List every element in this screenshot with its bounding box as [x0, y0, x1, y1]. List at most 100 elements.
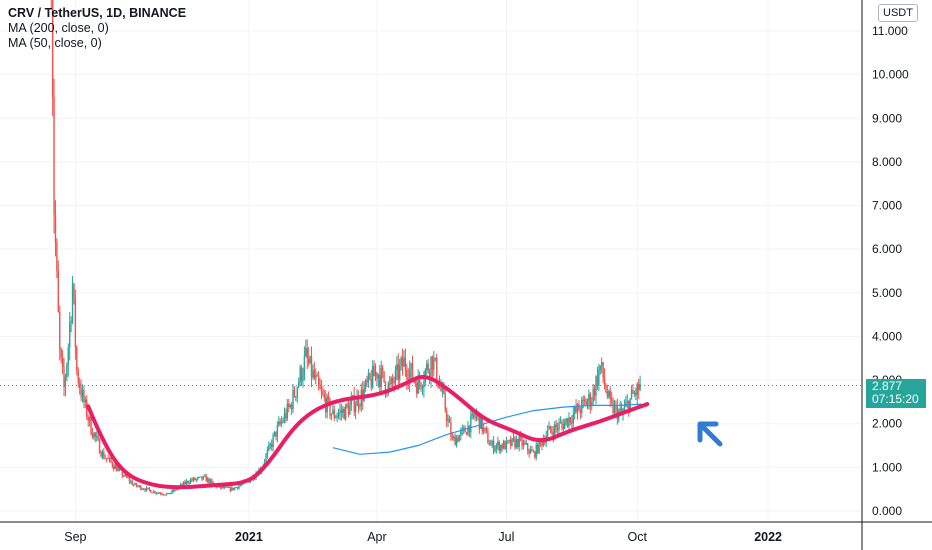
candle-body	[605, 385, 607, 393]
candle-body	[632, 390, 634, 394]
candle-body	[376, 372, 378, 379]
candle-body	[512, 438, 515, 440]
candle-body	[397, 364, 399, 380]
candle-body	[408, 370, 411, 382]
candle-body	[396, 364, 398, 370]
candle-body	[596, 376, 599, 386]
candle-body	[298, 382, 300, 388]
grid	[0, 0, 862, 522]
candle-body	[504, 441, 506, 450]
candle-body	[73, 283, 75, 299]
overlay	[0, 384, 862, 447]
candle-body	[57, 271, 60, 312]
candle-body	[293, 389, 296, 397]
candle-body	[334, 417, 337, 419]
candle-body	[195, 478, 197, 481]
candle-body	[211, 479, 213, 482]
candle-body	[305, 348, 307, 356]
candle-body	[620, 408, 623, 414]
candle-body	[363, 388, 365, 401]
candle-body	[387, 383, 390, 394]
candle-body	[527, 443, 529, 451]
candle-body	[482, 427, 485, 432]
candle-body	[309, 356, 311, 364]
legend-ma50[interactable]: MA (50, close, 0)	[8, 36, 102, 50]
candle-body	[206, 478, 209, 482]
candle-body	[76, 347, 78, 371]
candle-body	[433, 358, 435, 370]
candle-body	[61, 357, 64, 367]
candle-body	[380, 367, 382, 387]
candle-body	[458, 435, 461, 442]
candle-body	[389, 383, 391, 385]
candle-body	[90, 417, 92, 435]
candle-body	[323, 394, 326, 398]
candle-body	[514, 438, 516, 448]
candle-body	[276, 425, 279, 437]
candle-body	[198, 476, 200, 478]
candle-body	[160, 493, 162, 495]
y-tick-label: 1.000	[872, 460, 902, 474]
y-tick-label: 7.000	[872, 199, 902, 213]
candle-body	[51, 0, 54, 98]
candle-body	[164, 494, 166, 496]
candle-body	[457, 437, 459, 442]
candle-body	[565, 418, 567, 422]
candle-body	[578, 404, 580, 411]
candle-body	[399, 365, 401, 380]
candle-body	[142, 489, 145, 491]
currency-button[interactable]: USDT	[878, 4, 918, 22]
legend-symbol[interactable]: CRV / TetherUS, 1D, BINANCE	[8, 6, 187, 20]
candle-body	[357, 396, 360, 407]
candle-body	[283, 413, 286, 422]
legend-ma200[interactable]: MA (200, close, 0)	[8, 21, 109, 35]
candle-body	[303, 355, 306, 375]
candle-body	[384, 381, 387, 393]
candle-body	[379, 374, 381, 387]
candle-body	[529, 449, 532, 454]
candle-body	[124, 474, 126, 476]
candle-body	[145, 487, 148, 491]
candle-body	[296, 387, 298, 397]
candle-body	[270, 443, 273, 448]
candle-body	[525, 443, 528, 445]
candle-body	[226, 486, 229, 488]
candle-body	[154, 491, 156, 494]
candle-body	[123, 475, 125, 477]
candle-body	[187, 481, 189, 483]
candle-body	[517, 439, 519, 447]
candle-body	[400, 357, 402, 366]
candle-body	[509, 440, 512, 446]
candle-body	[598, 369, 600, 386]
candle-body	[53, 97, 55, 215]
candle-body	[219, 485, 222, 488]
candle-body	[137, 486, 139, 488]
candle-body	[515, 439, 518, 448]
candle-body	[371, 366, 374, 388]
candle-body	[140, 485, 142, 490]
candle-body	[541, 441, 543, 446]
candle-body	[546, 429, 549, 437]
candle-body	[609, 391, 611, 400]
candle-body	[275, 431, 277, 437]
candle-body	[639, 384, 641, 390]
candle-body	[209, 479, 212, 484]
candle-body	[268, 444, 270, 451]
candle-body	[494, 448, 496, 452]
candle-body	[205, 475, 207, 482]
candle-body	[265, 455, 267, 463]
candle-body	[272, 435, 274, 448]
candle-body	[628, 401, 630, 412]
candle-body	[404, 357, 407, 371]
candle-body	[434, 357, 436, 359]
candle-body	[162, 494, 165, 496]
candle-body	[497, 441, 499, 446]
candle-body	[448, 419, 451, 423]
candle-body	[225, 486, 227, 488]
candle-body	[418, 377, 421, 384]
candle-body	[575, 407, 577, 412]
candle-body	[191, 479, 193, 481]
candle-body	[600, 362, 603, 366]
candle-body	[171, 490, 173, 493]
